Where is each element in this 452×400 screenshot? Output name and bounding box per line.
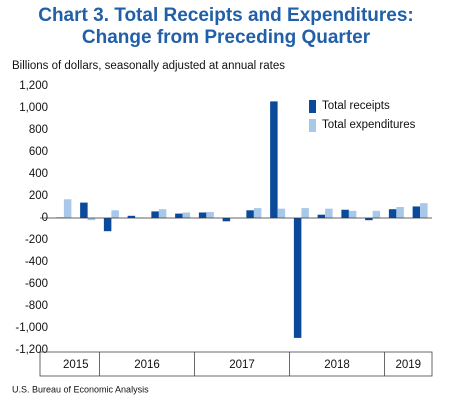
bar — [348, 210, 357, 218]
chart-title: Chart 3. Total Receipts and Expenditures… — [38, 5, 414, 26]
bar — [277, 208, 286, 218]
bar — [175, 213, 183, 218]
y-tick-label: -1,000 — [15, 322, 48, 334]
bar — [372, 210, 381, 218]
bar — [103, 218, 112, 232]
bar — [127, 215, 136, 218]
bar — [388, 209, 397, 218]
y-tick-label: 400 — [29, 168, 48, 180]
bar — [222, 218, 231, 222]
bar — [341, 209, 349, 218]
bar — [63, 199, 72, 218]
x-tick-label: 2019 — [395, 359, 421, 371]
bar — [365, 218, 373, 221]
bar — [420, 203, 428, 218]
bar — [317, 214, 326, 218]
bar — [87, 218, 96, 221]
x-tick-label: 2017 — [229, 359, 255, 371]
y-tick-label: 800 — [29, 124, 48, 136]
bar — [270, 101, 278, 218]
y-tick-label: 1,000 — [19, 102, 48, 114]
bar — [151, 211, 159, 218]
y-tick-label: -1,200 — [15, 344, 48, 356]
legend-label: Total expenditures — [322, 119, 416, 131]
subtitle: Billions of dollars, seasonally adjusted… — [12, 60, 285, 72]
legend-label: Total receipts — [322, 100, 390, 112]
x-tick-label: 2016 — [134, 359, 160, 371]
legend-swatch — [309, 100, 316, 113]
chart-title: Change from Preceding Quarter — [82, 27, 371, 48]
y-tick-label: -200 — [25, 234, 48, 246]
bar — [412, 206, 421, 218]
bar — [246, 210, 254, 218]
y-tick-label: -400 — [25, 256, 48, 268]
y-tick-label: 600 — [29, 146, 48, 158]
y-tick-label: 1,200 — [19, 80, 48, 92]
y-tick-label: -600 — [25, 278, 48, 290]
bar — [396, 207, 404, 218]
y-tick-label: 200 — [29, 190, 48, 202]
bar — [111, 210, 119, 218]
bar — [325, 208, 333, 218]
bar — [182, 212, 191, 218]
bar — [80, 202, 88, 218]
bar — [293, 218, 302, 338]
y-tick-label: -800 — [25, 300, 48, 312]
source: U.S. Bureau of Economic Analysis — [12, 384, 149, 394]
x-axis-band — [39, 351, 433, 377]
bar — [253, 208, 262, 218]
bar — [158, 209, 167, 218]
legend-swatch — [309, 119, 316, 132]
x-tick-label: 2015 — [63, 359, 89, 371]
bar — [301, 208, 309, 218]
bar — [206, 211, 214, 218]
bar — [198, 212, 207, 218]
x-tick-label: 2018 — [324, 359, 350, 371]
